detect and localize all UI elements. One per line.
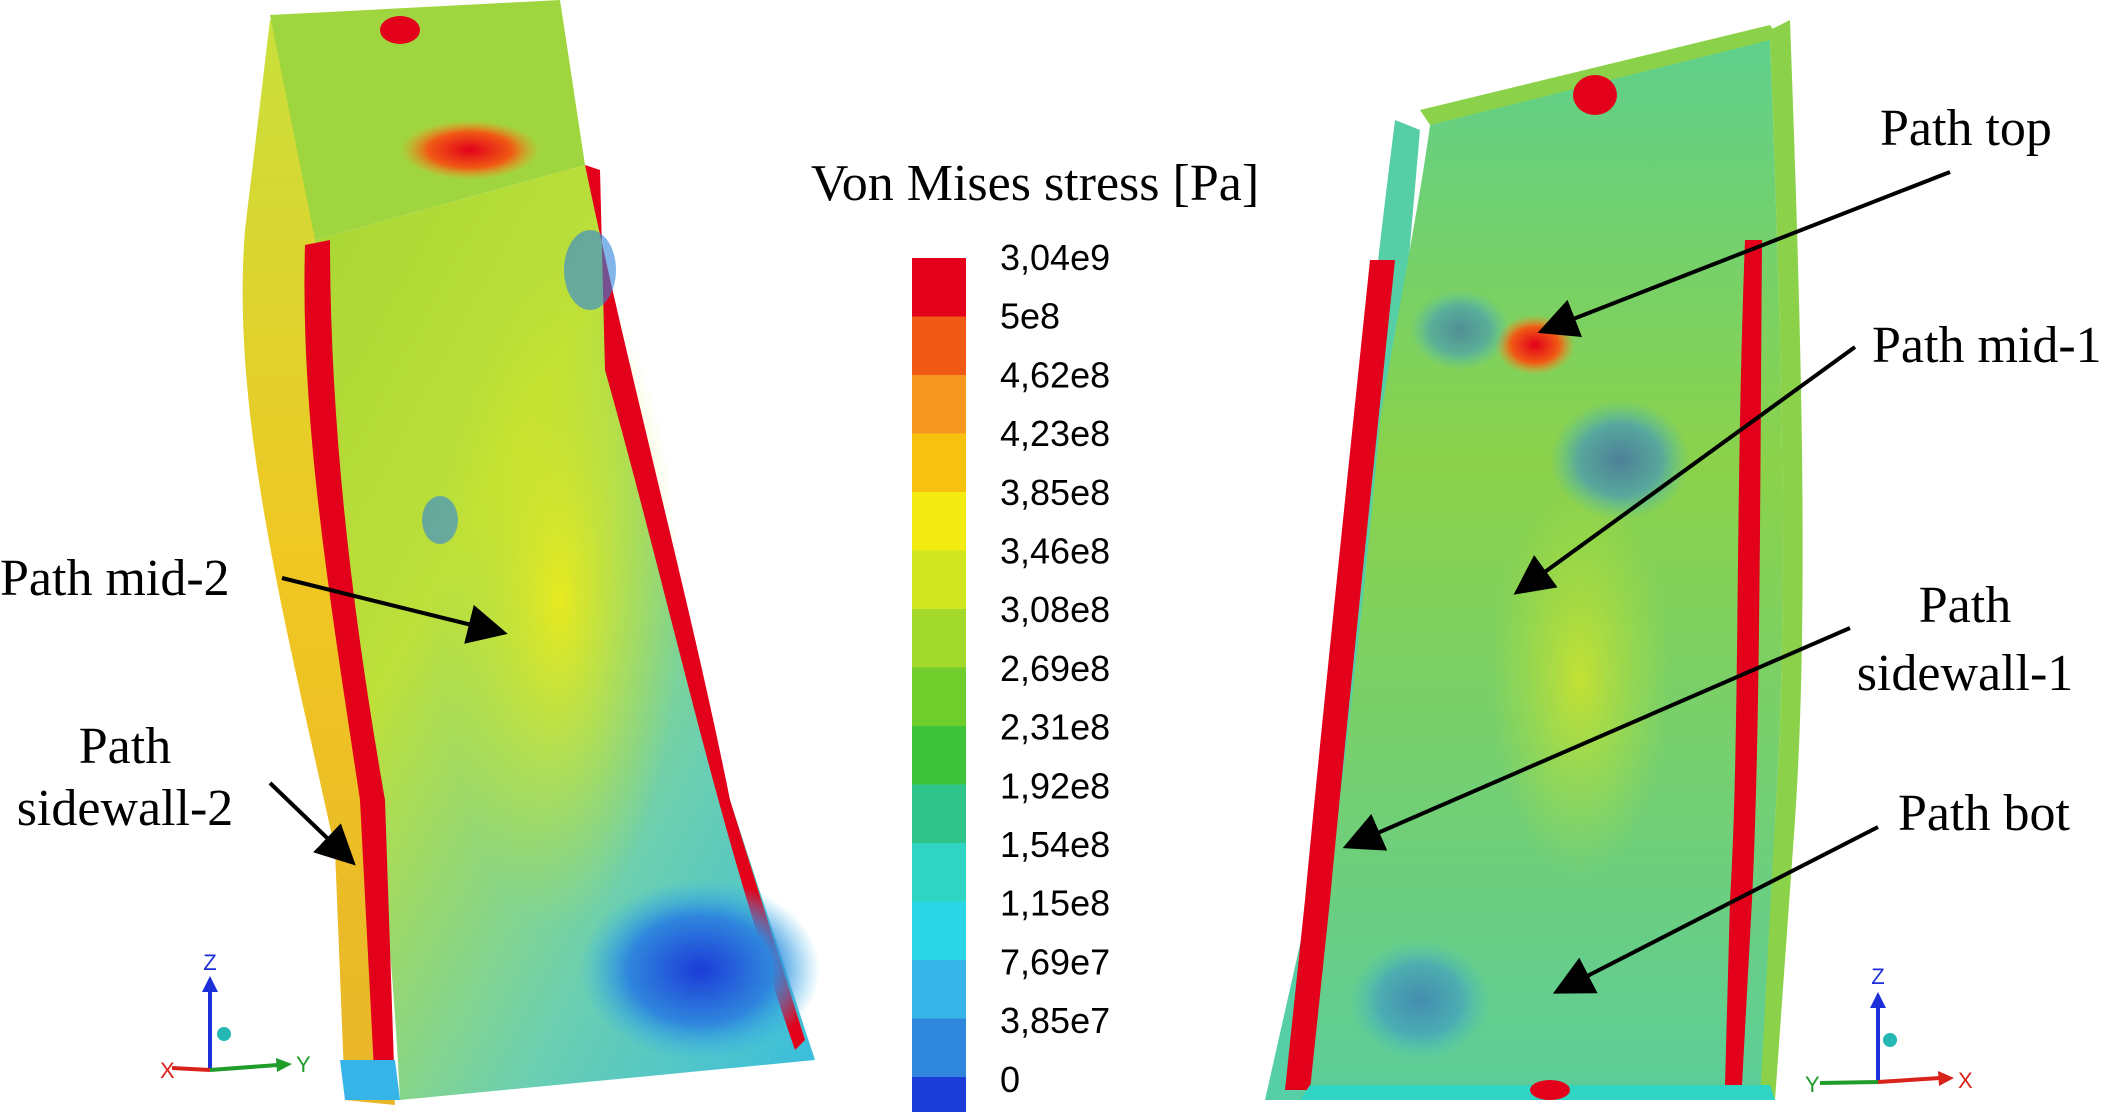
legend-swatch [912,375,966,435]
legend-tick-label: 1,15e8 [1000,883,1110,924]
triad-left-z: Z [203,950,216,975]
legend-swatch [912,492,966,552]
label-path-mid-1: Path mid-1 [1872,317,2102,374]
annotation-path-top: Path top [1537,100,2052,338]
triad-right-z: Z [1871,964,1884,989]
legend-tick-label: 3,46e8 [1000,531,1110,572]
x-axis-line [171,1066,211,1072]
label-path-sidewall-2-line1: Path [79,718,171,775]
legend-tick-label: 0 [1000,1059,1020,1100]
legend-swatch [912,609,966,669]
legend-tick-label: 3,85e7 [1000,1000,1110,1041]
legend-swatch [912,726,966,786]
arrow-path-sidewall-2 [268,781,356,866]
triad-right-x: X [1958,1068,1973,1093]
legend-tick-label: 3,04e9 [1000,237,1110,278]
legend-swatch [912,843,966,903]
legend-swatch [912,960,966,1020]
annotation-path-mid-1: Path mid-1 [1513,317,2102,595]
arrow-path-bot [1552,825,1879,994]
annotation-path-mid-2: Path mid-2 [0,550,508,644]
label-path-sidewall-2-line2: sidewall-2 [17,780,234,837]
legend-swatch [912,1018,966,1078]
legend-swatch [912,901,966,961]
label-path-top: Path top [1880,100,2052,157]
legend-swatch [912,1077,966,1117]
legend-tick-label: 2,69e8 [1000,648,1110,689]
legend-swatch [912,784,966,844]
label-path-sidewall-1-line2: sidewall-1 [1857,645,2074,702]
legend-title: Von Mises stress [Pa] [811,155,1259,212]
legend-tick-label: 5e8 [1000,296,1060,337]
legend-swatch [912,258,966,318]
legend-swatches [912,258,966,1117]
arrow-path-top [1537,170,1951,338]
legend-tick-label: 4,62e8 [1000,354,1110,395]
legend-tick-label: 3,08e8 [1000,589,1110,630]
legend-swatch [912,667,966,727]
y-axis-line [1819,1080,1879,1085]
legend-tick-label: 3,85e8 [1000,472,1110,513]
triad-left-x: X [160,1058,175,1083]
axis-triad-left: Z X Y [160,950,311,1083]
legend-swatch [912,550,966,610]
legend-tick-label: 4,23e8 [1000,413,1110,454]
label-path-sidewall-1-line1: Path [1919,577,2011,634]
legend-tick-label: 1,92e8 [1000,765,1110,806]
triad-right-y: Y [1805,1072,1820,1097]
left-stress-model [242,0,820,1105]
right-stress-model [1265,20,1803,1100]
legend-tick-label: 7,69e7 [1000,941,1110,982]
arrow-path-sidewall-1 [1342,626,1851,851]
annotation-path-sidewall-1: Path sidewall-1 [1342,577,2074,851]
x-axis-line [1877,1076,1941,1084]
arrow-path-mid-1 [1513,345,1857,595]
color-legend: Von Mises stress [Pa] 3,04e9 5e8 4,62e8 4,2… [811,155,1259,1117]
annotation-path-sidewall-2: Path sidewall-2 [17,718,356,866]
label-path-bot: Path bot [1898,785,2070,842]
label-path-mid-2: Path mid-2 [0,550,230,607]
triad-left-y: Y [296,1052,311,1077]
arrow-path-mid-2 [281,576,508,644]
legend-swatch [912,433,966,493]
axis-triad-right: Z Y X [1805,964,1973,1097]
annotation-path-bot: Path bot [1552,785,2070,994]
y-axis-line [209,1063,279,1072]
legend-tick-label: 1,54e8 [1000,824,1110,865]
legend-swatch [912,316,966,376]
legend-ticks: 3,04e9 5e8 4,62e8 4,23e8 3,85e8 3,46e8 3,08e8 2… [1000,237,1110,1100]
legend-tick-label: 2,31e8 [1000,707,1110,748]
